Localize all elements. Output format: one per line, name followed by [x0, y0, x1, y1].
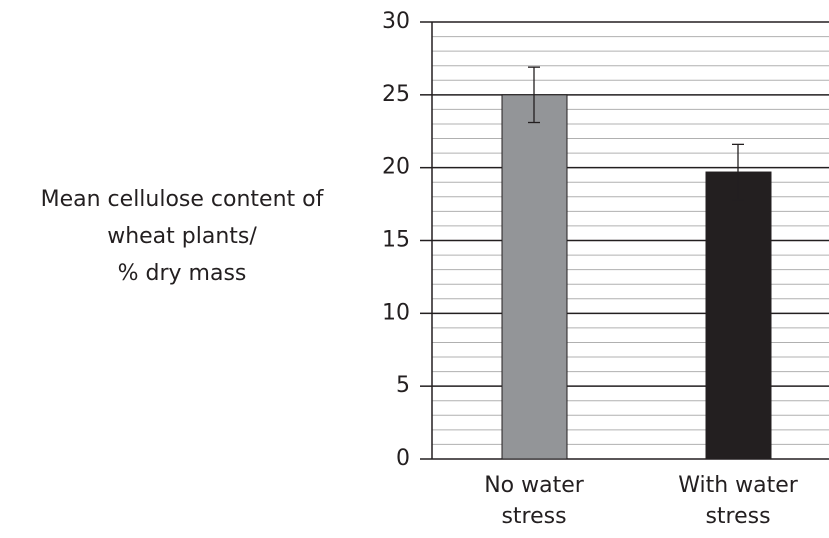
y-axis-label: Mean cellulose content of — [41, 187, 325, 212]
y-tick-label: 20 — [382, 155, 410, 180]
y-tick-label: 15 — [382, 228, 410, 253]
error-bar — [528, 66, 540, 124]
y-tick-label: 10 — [382, 300, 410, 325]
y-tick-label: 5 — [396, 373, 410, 398]
x-tick-label: No water stress — [484, 473, 584, 529]
y-tick-label: 30 — [382, 9, 410, 34]
y-tick-label: 0 — [396, 446, 410, 471]
bar — [501, 94, 568, 460]
y-axis-label: wheat plants/ — [107, 224, 257, 249]
bar — [705, 171, 772, 460]
y-tick-label: 25 — [382, 82, 410, 107]
y-axis-label: % dry mass — [118, 261, 247, 286]
x-tick-label: With water stress — [678, 473, 798, 529]
error-bar — [732, 143, 744, 201]
